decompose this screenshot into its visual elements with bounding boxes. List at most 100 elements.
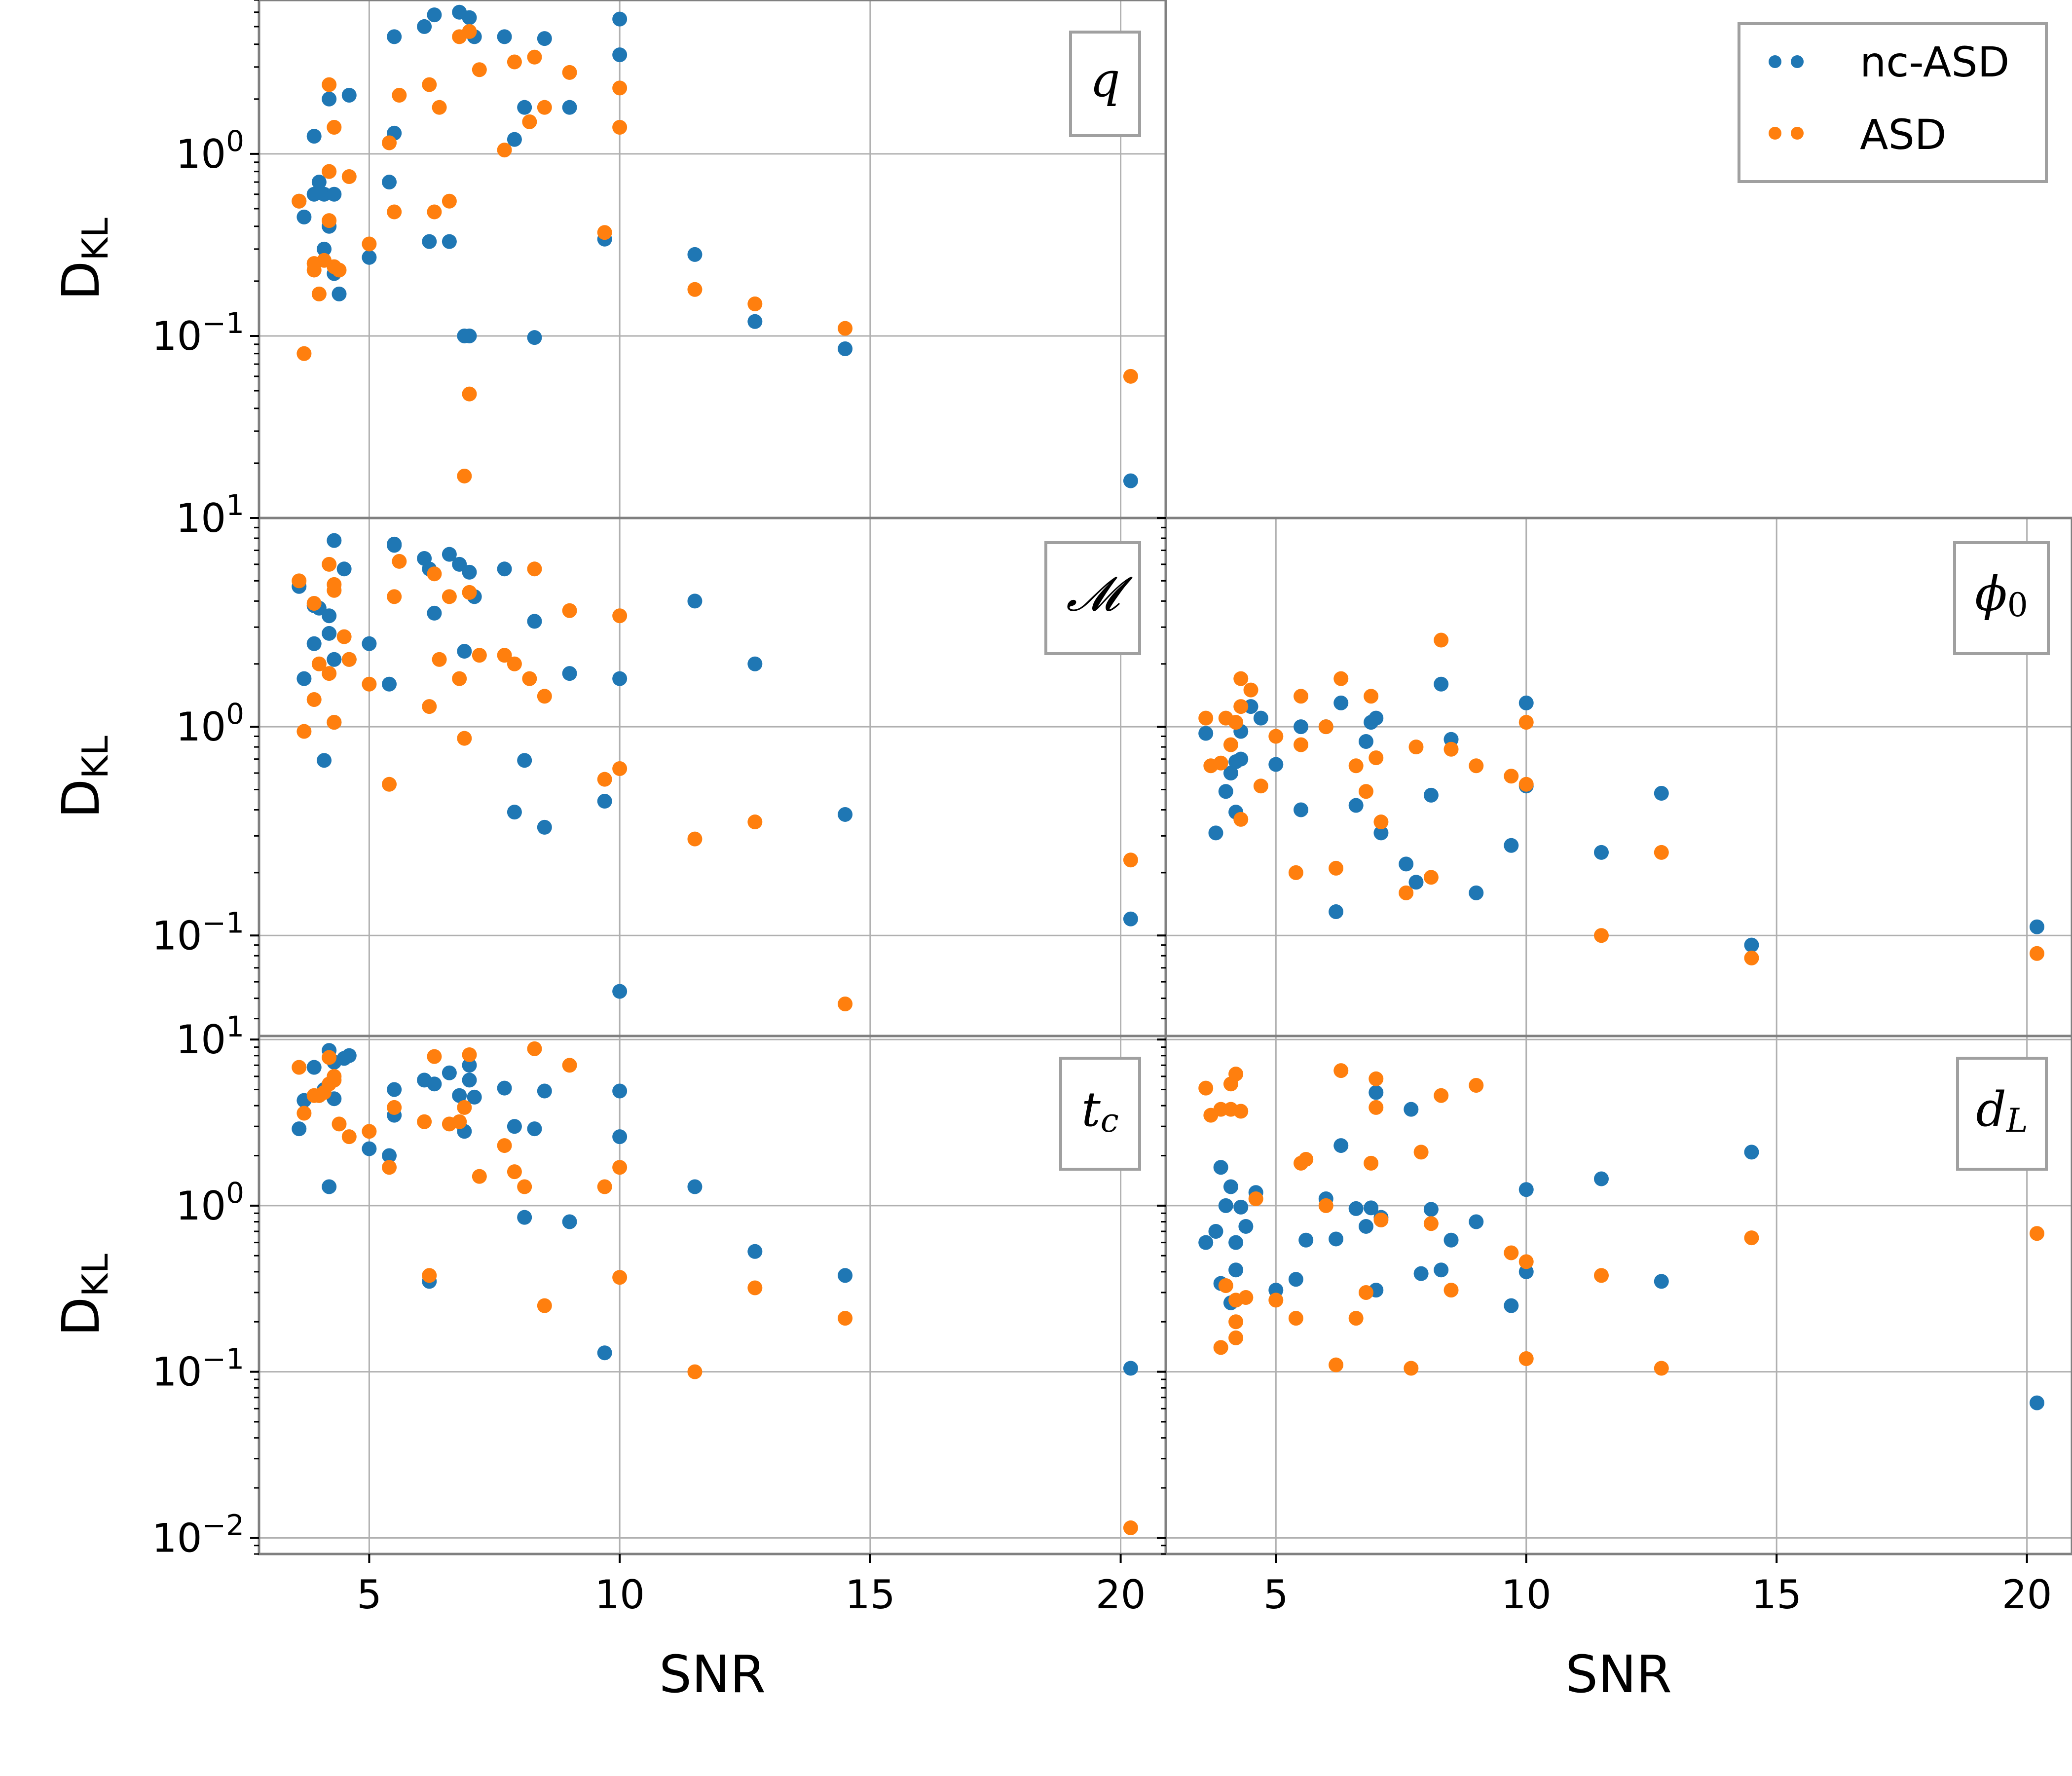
asd-point [1423,1216,1439,1231]
asd-point [322,556,337,572]
asd-point [687,1364,703,1379]
asd-point [392,87,407,103]
asd-point [1443,1283,1459,1298]
nc-asd-point [1744,1145,1759,1160]
nc-asd-point [382,1148,397,1163]
asd-point [442,589,457,604]
nc-asd-point [336,561,352,577]
nc-asd-point [296,671,312,686]
nc-asd-point [1228,1235,1244,1250]
legend-marker-asd [1769,127,1781,140]
asd-point [562,1058,577,1073]
asd-point [1593,1268,1609,1283]
nc-asd-point [597,1345,612,1361]
asd-point [1358,784,1373,799]
asd-point [1298,1152,1314,1167]
nc-asd-point [1228,1262,1244,1278]
panel-tc-asd-series [292,1041,1138,1535]
asd-point [1413,1145,1429,1160]
asd-point [612,761,628,777]
asd-point [1288,1311,1303,1326]
nc-asd-point [382,676,397,692]
x-tick-label: 5 [1263,1572,1289,1618]
asd-point [1369,1100,1384,1115]
panel-q-asd-series [292,24,1138,483]
nc-asd-point [1333,1138,1349,1153]
x-tick-label: 20 [2002,1572,2052,1618]
asd-point [1268,1293,1284,1308]
nc-asd-point [1123,473,1138,488]
nc-asd-point [1198,1235,1214,1250]
nc-asd-point [317,241,332,257]
y-tick-label: 101 [176,1010,244,1063]
nc-asd-point [341,1048,357,1063]
asd-point [1233,671,1249,686]
nc-asd-point [452,1088,467,1103]
nc-asd-point [507,132,522,147]
asd-point [1504,769,1519,784]
asd-point [1268,729,1284,744]
nc-asd-point [327,533,342,548]
y-tick-label: 100 [176,1176,244,1229]
y-tick-label: 10−1 [152,906,244,959]
asd-point [537,100,552,115]
nc-asd-point [562,100,577,115]
nc-asd-point [1593,845,1609,860]
asd-point [1228,1330,1244,1345]
nc-asd-point [1233,751,1249,767]
nc-asd-point [442,234,457,249]
asd-point [292,573,307,589]
asd-point [1318,719,1333,735]
asd-point [1373,1212,1389,1227]
asd-point [432,652,447,667]
nc-asd-point [462,1073,477,1088]
nc-asd-point [1218,1198,1233,1213]
nc-asd-point [1413,1266,1429,1281]
nc-asd-point [341,87,357,103]
nc-asd-point [1329,904,1344,920]
panel-phi0-nc-asd-series [1198,676,2044,953]
nc-asd-point [1208,1224,1223,1239]
panel-tc-y-label: DKL [51,1254,116,1336]
nc-asd-point [1208,825,1223,841]
nc-asd-point [1423,1202,1439,1217]
nc-asd-point [1348,798,1364,813]
asd-point [1213,1340,1228,1355]
nc-asd-point [1268,757,1284,772]
nc-asd-point [1504,838,1519,853]
asd-point [1469,1077,1484,1093]
nc-asd-point [442,1065,457,1080]
asd-point [1213,755,1228,771]
nc-asd-point [452,556,467,572]
nc-asd-point [387,538,402,553]
nc-asd-point [517,100,532,115]
nc-asd-point [1364,1200,1379,1216]
nc-asd-point [612,671,628,686]
nc-asd-point [1213,1160,1228,1175]
asd-point [462,24,477,39]
asd-point [341,1129,357,1145]
nc-asd-point [497,1080,512,1096]
nc-asd-point [1434,1262,1449,1278]
asd-point [296,724,312,739]
asd-point [1469,758,1484,774]
asd-point [387,1100,402,1115]
nc-asd-point [838,807,853,822]
panel-tc-y-ticks: 10−2 10−1 100 101 [152,1010,259,1561]
asd-point [296,1106,312,1121]
nc-asd-point [1358,734,1373,749]
nc-asd-point [1399,856,1414,872]
asd-point [1744,1230,1759,1246]
nc-asd-point [687,1179,703,1194]
asd-point [417,1114,432,1129]
nc-asd-point [612,47,628,63]
panel-chirp-mass-asd-series [292,554,1138,1012]
asd-point [612,119,628,135]
asd-point [306,596,322,611]
nc-asd-point [362,1141,377,1156]
nc-asd-point [497,561,512,577]
nc-asd-point [1443,1232,1459,1248]
panel-chirp-mass-tag-box: 𝓜 [1044,541,1141,655]
nc-asd-point [612,1129,628,1145]
